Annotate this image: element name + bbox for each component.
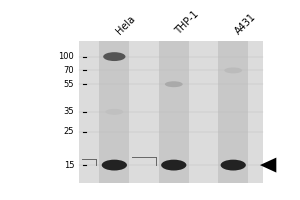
FancyBboxPatch shape (100, 41, 129, 183)
Ellipse shape (220, 160, 246, 171)
Ellipse shape (103, 52, 125, 61)
Text: A431: A431 (233, 12, 258, 37)
Text: Hela: Hela (114, 14, 137, 37)
Ellipse shape (161, 160, 186, 171)
Ellipse shape (105, 109, 123, 115)
Text: 35: 35 (64, 107, 74, 116)
Text: 70: 70 (64, 66, 74, 75)
Ellipse shape (224, 67, 242, 73)
Text: 100: 100 (58, 52, 74, 61)
Ellipse shape (102, 160, 127, 171)
Text: THP-1: THP-1 (174, 10, 201, 37)
Polygon shape (260, 158, 276, 173)
Text: 15: 15 (64, 161, 74, 170)
Text: 25: 25 (64, 127, 74, 136)
Ellipse shape (165, 81, 183, 87)
FancyBboxPatch shape (218, 41, 248, 183)
FancyBboxPatch shape (159, 41, 189, 183)
Text: 55: 55 (64, 80, 74, 89)
FancyBboxPatch shape (79, 41, 263, 183)
